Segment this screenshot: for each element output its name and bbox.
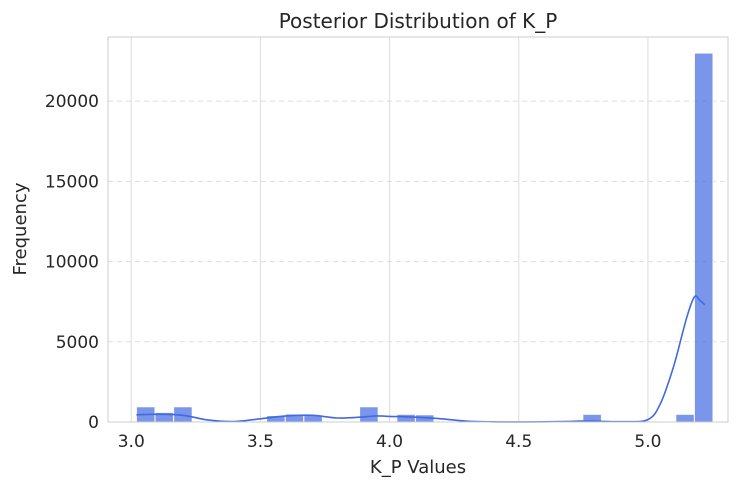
histogram-bar-14 — [396, 413, 416, 423]
histogram-bars — [135, 52, 714, 423]
x-tick-label-1: 3.5 — [247, 432, 274, 452]
kde-curve — [136, 295, 706, 423]
y-tick-label-1: 5000 — [56, 333, 99, 353]
x-tick-label-0: 3.0 — [118, 432, 145, 452]
y-tick-label-0: 0 — [88, 413, 99, 433]
plot-frame — [107, 36, 729, 423]
x-tick-labels: 3.0 3.5 4.0 4.5 5.0 — [118, 432, 662, 452]
y-tick-label-2: 10000 — [45, 253, 99, 273]
x-tick-label-2: 4.0 — [376, 432, 403, 452]
x-axis-label: K_P Values — [370, 457, 466, 478]
x-tick-label-4: 5.0 — [634, 432, 661, 452]
x-tick-label-3: 4.5 — [505, 432, 532, 452]
y-tick-label-3: 15000 — [45, 172, 99, 192]
y-gridlines — [108, 100, 728, 343]
y-axis-label: Frequency — [10, 182, 31, 275]
chart-title: Posterior Distribution of K_P — [279, 9, 558, 33]
histogram-bar-29 — [675, 413, 695, 423]
y-tick-label-4: 20000 — [45, 92, 99, 112]
y-tick-labels: 0 5000 10000 15000 20000 — [45, 92, 99, 433]
histogram-bar-30 — [693, 52, 714, 423]
x-gridlines — [130, 37, 649, 422]
histogram-bar-12 — [359, 406, 379, 423]
